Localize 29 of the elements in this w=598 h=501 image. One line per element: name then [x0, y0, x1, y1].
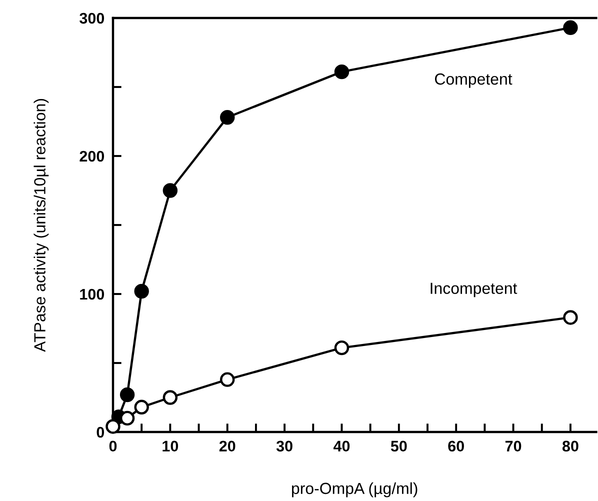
- point: [134, 400, 149, 415]
- point: [162, 390, 178, 405]
- point: [220, 110, 235, 125]
- x-tick-label: 70: [505, 440, 522, 452]
- point: [134, 284, 149, 299]
- x-tick-label: 50: [390, 440, 407, 452]
- x-tick-label: 80: [562, 440, 578, 452]
- point: [106, 419, 120, 434]
- y-tick-label: 100: [80, 288, 104, 300]
- x-tick-label: 60: [448, 440, 464, 452]
- y-axis-title: ATPase activity (units/10µl reaction): [34, 99, 49, 352]
- x-tick-label: 40: [333, 440, 350, 452]
- series-label: Competent: [435, 73, 512, 88]
- x-tick-label: 30: [276, 440, 292, 452]
- x-tick-label: 20: [219, 440, 236, 452]
- x-tick-label: 0: [109, 440, 117, 452]
- point: [220, 372, 235, 387]
- y-tick-label: 200: [80, 150, 104, 162]
- point: [120, 387, 135, 402]
- point: [162, 183, 178, 198]
- y-tick-label: 0: [96, 426, 104, 438]
- point: [563, 20, 578, 36]
- x-tick-label: 10: [162, 440, 178, 452]
- point: [334, 64, 350, 80]
- y-tick-label: 300: [80, 12, 104, 24]
- point: [334, 340, 350, 356]
- x-axis-title: pro-OmpA (µg/ml): [292, 482, 418, 498]
- series-label: Incompetent: [430, 282, 518, 298]
- point: [563, 310, 578, 325]
